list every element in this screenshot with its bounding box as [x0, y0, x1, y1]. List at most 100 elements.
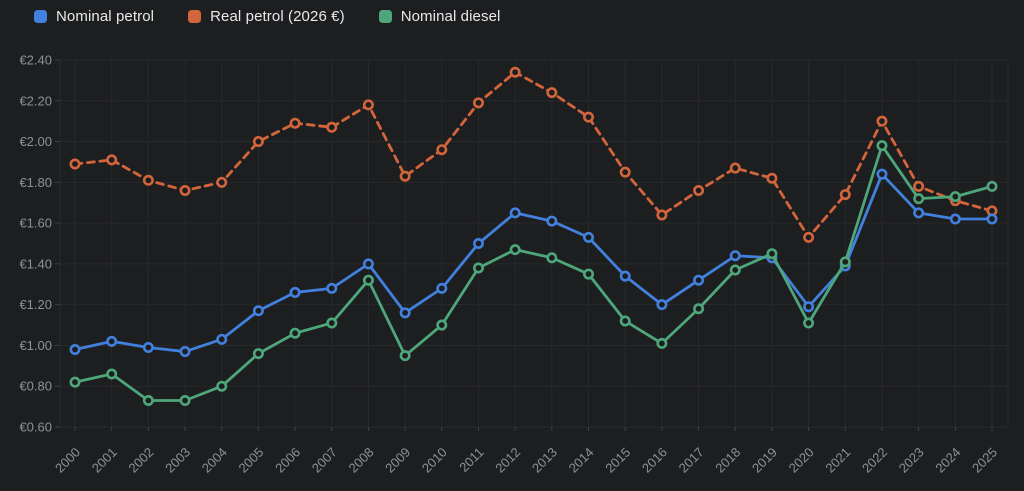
x-axis-label: 2019: [749, 445, 780, 476]
data-point-nominal-diesel-2015[interactable]: [621, 317, 629, 325]
data-point-real-petrol-2026-2006[interactable]: [291, 119, 299, 127]
x-axis-label: 2017: [676, 445, 707, 476]
x-axis-label: 2003: [162, 445, 193, 476]
data-point-nominal-petrol-2000[interactable]: [71, 345, 79, 353]
data-point-nominal-petrol-2018[interactable]: [731, 252, 739, 260]
data-point-real-petrol-2026-2001[interactable]: [107, 156, 115, 164]
data-point-nominal-petrol-2001[interactable]: [107, 337, 115, 345]
data-point-nominal-diesel-2018[interactable]: [731, 266, 739, 274]
data-point-nominal-petrol-2010[interactable]: [438, 284, 446, 292]
nominal-petrol-swatch-icon: [34, 10, 47, 23]
data-point-nominal-petrol-2005[interactable]: [254, 307, 262, 315]
y-axis-label: €1.80: [19, 175, 52, 190]
data-point-nominal-petrol-2012[interactable]: [511, 209, 519, 217]
data-point-nominal-diesel-2011[interactable]: [474, 264, 482, 272]
legend-item-nominal-petrol[interactable]: Nominal petrol: [34, 8, 154, 25]
x-axis-label: 2025: [969, 445, 1000, 476]
data-point-real-petrol-2026-2008[interactable]: [364, 101, 372, 109]
data-point-nominal-petrol-2003[interactable]: [181, 347, 189, 355]
data-point-nominal-petrol-2011[interactable]: [474, 239, 482, 247]
data-point-nominal-diesel-2006[interactable]: [291, 329, 299, 337]
data-point-nominal-diesel-2007[interactable]: [328, 319, 336, 327]
data-point-real-petrol-2026-2011[interactable]: [474, 99, 482, 107]
data-point-real-petrol-2026-2000[interactable]: [71, 160, 79, 168]
data-point-nominal-petrol-2023[interactable]: [914, 209, 922, 217]
data-point-nominal-diesel-2010[interactable]: [438, 321, 446, 329]
series-line-nominal-petrol: [75, 174, 992, 351]
data-point-real-petrol-2026-2005[interactable]: [254, 137, 262, 145]
data-point-nominal-diesel-2004[interactable]: [218, 382, 226, 390]
data-point-real-petrol-2026-2016[interactable]: [658, 211, 666, 219]
x-axis-label: 2009: [382, 445, 413, 476]
x-axis-label: 2022: [859, 445, 890, 476]
data-point-real-petrol-2026-2010[interactable]: [438, 146, 446, 154]
data-point-nominal-petrol-2016[interactable]: [658, 300, 666, 308]
data-point-nominal-diesel-2014[interactable]: [584, 270, 592, 278]
data-point-nominal-petrol-2017[interactable]: [694, 276, 702, 284]
legend-item-real-petrol[interactable]: Real petrol (2026 €): [188, 8, 345, 25]
x-axis-label: 2005: [235, 445, 266, 476]
data-point-real-petrol-2026-2013[interactable]: [548, 88, 556, 96]
x-axis-label: 2024: [932, 445, 963, 476]
data-point-nominal-diesel-2023[interactable]: [914, 194, 922, 202]
data-point-nominal-diesel-2024[interactable]: [951, 192, 959, 200]
data-point-nominal-diesel-2020[interactable]: [804, 319, 812, 327]
y-axis-label: €1.00: [19, 338, 52, 353]
data-point-real-petrol-2026-2004[interactable]: [218, 178, 226, 186]
data-point-nominal-petrol-2007[interactable]: [328, 284, 336, 292]
data-point-nominal-petrol-2013[interactable]: [548, 217, 556, 225]
data-point-real-petrol-2026-2022[interactable]: [878, 117, 886, 125]
x-axis-label: 2015: [602, 445, 633, 476]
data-point-nominal-petrol-2022[interactable]: [878, 170, 886, 178]
data-point-nominal-petrol-2009[interactable]: [401, 309, 409, 317]
data-point-nominal-petrol-2024[interactable]: [951, 215, 959, 223]
data-point-nominal-petrol-2020[interactable]: [804, 303, 812, 311]
data-point-nominal-diesel-2005[interactable]: [254, 349, 262, 357]
data-point-nominal-diesel-2000[interactable]: [71, 378, 79, 386]
data-point-real-petrol-2026-2018[interactable]: [731, 164, 739, 172]
data-point-real-petrol-2026-2009[interactable]: [401, 172, 409, 180]
data-point-nominal-diesel-2025[interactable]: [988, 182, 996, 190]
data-point-real-petrol-2026-2021[interactable]: [841, 190, 849, 198]
data-point-nominal-diesel-2009[interactable]: [401, 351, 409, 359]
data-point-nominal-petrol-2006[interactable]: [291, 288, 299, 296]
data-point-nominal-petrol-2008[interactable]: [364, 260, 372, 268]
data-point-real-petrol-2026-2015[interactable]: [621, 168, 629, 176]
legend-item-nominal-diesel[interactable]: Nominal diesel: [379, 8, 501, 25]
data-point-real-petrol-2026-2023[interactable]: [914, 182, 922, 190]
data-point-nominal-diesel-2008[interactable]: [364, 276, 372, 284]
data-point-real-petrol-2026-2017[interactable]: [694, 186, 702, 194]
data-point-nominal-diesel-2013[interactable]: [548, 254, 556, 262]
data-point-real-petrol-2026-2014[interactable]: [584, 113, 592, 121]
data-point-nominal-diesel-2021[interactable]: [841, 258, 849, 266]
data-point-nominal-petrol-2015[interactable]: [621, 272, 629, 280]
data-point-nominal-petrol-2025[interactable]: [988, 215, 996, 223]
data-point-real-petrol-2026-2003[interactable]: [181, 186, 189, 194]
data-point-real-petrol-2026-2019[interactable]: [768, 174, 776, 182]
data-point-nominal-petrol-2014[interactable]: [584, 233, 592, 241]
data-point-nominal-diesel-2022[interactable]: [878, 141, 886, 149]
data-point-real-petrol-2026-2007[interactable]: [328, 123, 336, 131]
data-point-real-petrol-2026-2012[interactable]: [511, 68, 519, 76]
data-point-real-petrol-2026-2020[interactable]: [804, 233, 812, 241]
x-axis-label: 2001: [89, 445, 120, 476]
legend-label-nominal-diesel: Nominal diesel: [401, 8, 501, 25]
x-axis-label: 2007: [309, 445, 340, 476]
data-point-nominal-diesel-2001[interactable]: [107, 370, 115, 378]
chart-plot-area: €0.60€0.80€1.00€1.20€1.40€1.60€1.80€2.00…: [0, 0, 1024, 491]
data-point-nominal-diesel-2019[interactable]: [768, 249, 776, 257]
series-nominal-diesel: [71, 141, 996, 404]
series-line-real-petrol-2026: [75, 72, 992, 237]
data-point-nominal-diesel-2003[interactable]: [181, 396, 189, 404]
data-point-nominal-diesel-2012[interactable]: [511, 245, 519, 253]
data-point-nominal-petrol-2002[interactable]: [144, 343, 152, 351]
data-point-real-petrol-2026-2002[interactable]: [144, 176, 152, 184]
data-point-nominal-diesel-2017[interactable]: [694, 305, 702, 313]
data-point-nominal-diesel-2016[interactable]: [658, 339, 666, 347]
x-axis-label: 2013: [529, 445, 560, 476]
data-point-nominal-petrol-2004[interactable]: [218, 335, 226, 343]
x-axis-label: 2004: [199, 445, 230, 476]
y-axis-label: €2.40: [19, 53, 52, 68]
chart-legend: Nominal petrol Real petrol (2026 €) Nomi…: [34, 8, 500, 25]
data-point-nominal-diesel-2002[interactable]: [144, 396, 152, 404]
